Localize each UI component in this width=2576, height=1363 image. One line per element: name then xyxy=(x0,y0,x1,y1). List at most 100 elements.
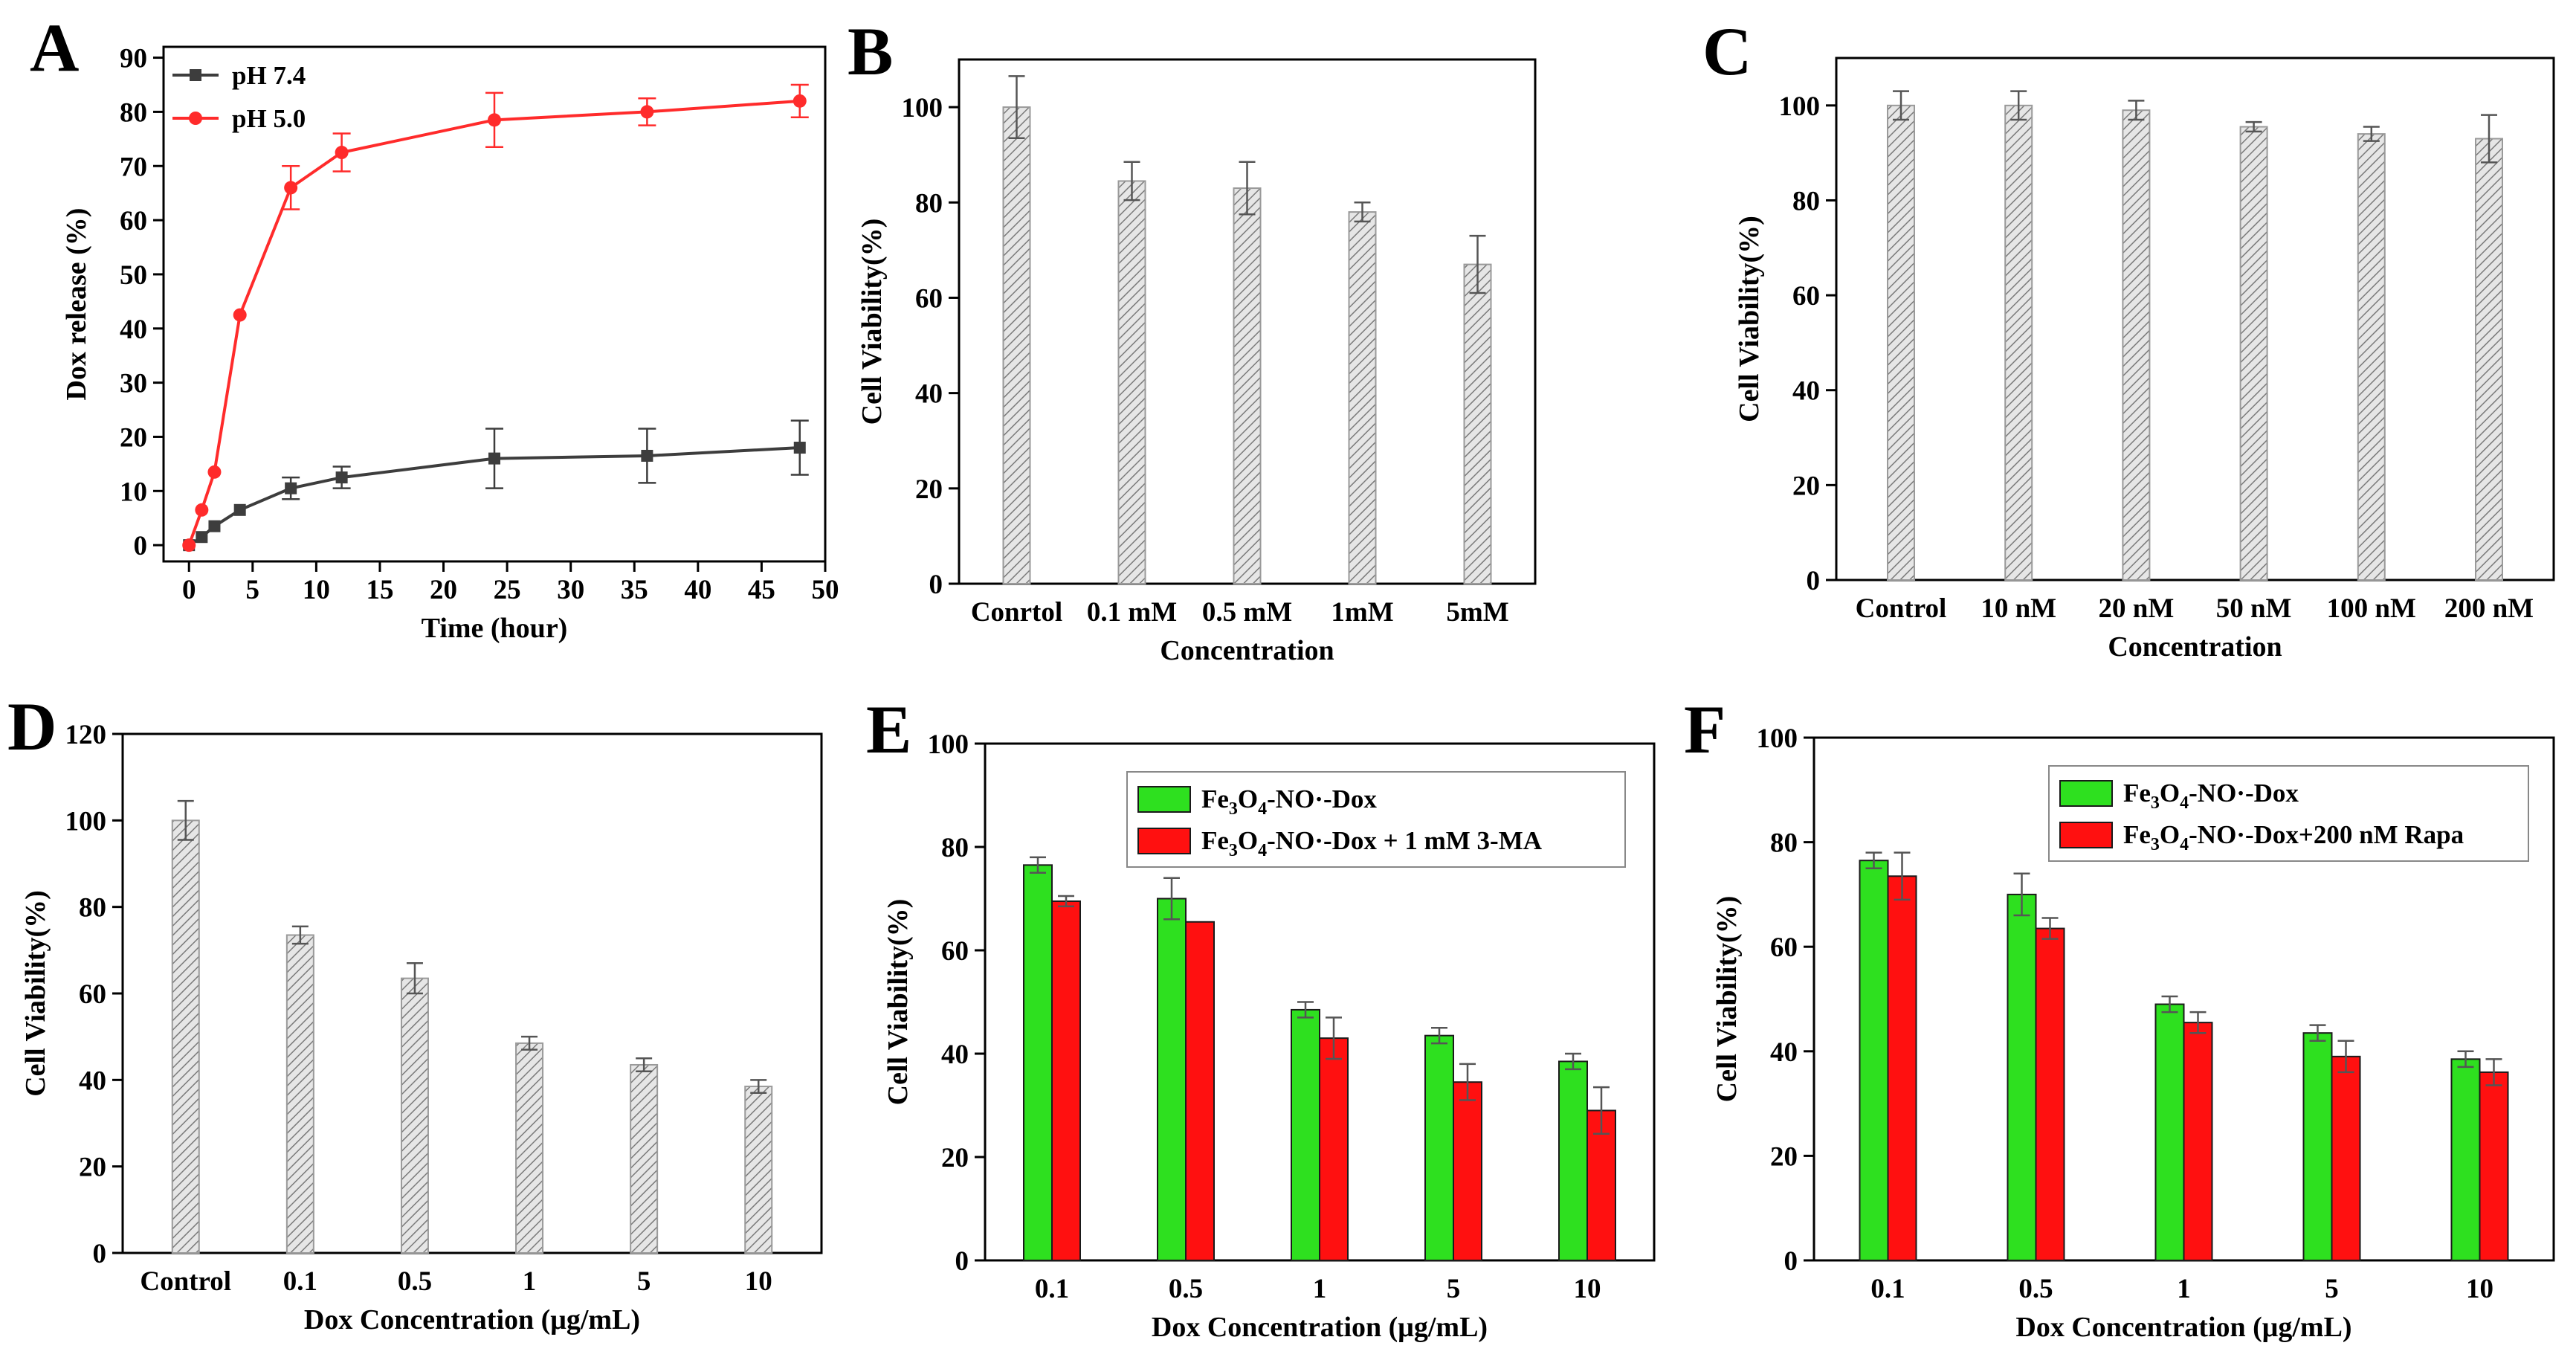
x-tick-label: 1mM xyxy=(1331,597,1393,628)
data-point xyxy=(488,113,501,127)
x-tick-label: 200 nM xyxy=(2444,593,2534,624)
x-tick-label: Control xyxy=(140,1266,231,1297)
bar xyxy=(400,977,429,1254)
data-point xyxy=(195,503,209,517)
bar xyxy=(1157,898,1187,1261)
bar xyxy=(2302,1032,2333,1261)
y-tick-label: 90 xyxy=(120,44,147,74)
x-tick-label: 30 xyxy=(557,575,584,605)
legend-label: Fe3O4-NO·-Dox+200 nM Rapa xyxy=(2123,820,2464,854)
y-tick-label: 60 xyxy=(1770,932,1798,963)
legend-marker xyxy=(190,69,201,81)
y-axis-label: Cell Viability(%) xyxy=(882,899,914,1106)
data-point xyxy=(285,482,297,494)
chart-panel-e: 0 20 40 60 80 100 Cell Viability(%) Dox Concent… xyxy=(866,692,1656,1343)
bar xyxy=(285,934,314,1254)
y-tick-label: 10 xyxy=(120,477,147,507)
data-point xyxy=(208,520,221,532)
data-point xyxy=(233,503,246,516)
data-point xyxy=(335,146,349,160)
x-tick-label: 0 xyxy=(182,575,196,605)
panel-letter: C xyxy=(1702,13,1752,89)
y-tick-label: 40 xyxy=(941,1040,969,1070)
x-axis-label: Concentration xyxy=(2108,631,2282,663)
x-tick-label: 10 nM xyxy=(1981,593,2056,624)
y-tick-label: 0 xyxy=(955,1246,969,1277)
bar xyxy=(2035,927,2065,1261)
bar xyxy=(2007,893,2037,1262)
legend-box xyxy=(1126,771,1626,868)
bar xyxy=(1023,864,1053,1261)
y-tick-label: 100 xyxy=(1757,724,1798,754)
y-tick-label: 0 xyxy=(929,570,943,600)
y-axis-label: Dox release (%) xyxy=(61,208,92,401)
x-axis-label: Dox Concentration (μg/mL) xyxy=(304,1304,640,1335)
bar xyxy=(1185,921,1215,1262)
x-tick-label: 5 xyxy=(637,1266,651,1297)
bar xyxy=(630,1063,659,1254)
x-tick-label: 45 xyxy=(748,575,775,605)
bar xyxy=(1051,900,1081,1261)
y-tick-label: 80 xyxy=(120,97,147,128)
bar xyxy=(1319,1037,1349,1262)
x-tick-label: 0.5 xyxy=(1169,1274,1203,1304)
x-axis-label: Dox Concentration (μg/mL) xyxy=(2015,1312,2351,1343)
bar xyxy=(1424,1034,1454,1262)
data-point xyxy=(793,442,806,454)
y-tick-label: 60 xyxy=(79,979,106,1010)
y-tick-label: 20 xyxy=(1770,1141,1798,1172)
x-tick-label: 5 xyxy=(2325,1274,2339,1304)
data-point xyxy=(207,465,222,479)
y-tick-label: 0 xyxy=(93,1239,107,1269)
bar xyxy=(1348,211,1377,584)
x-tick-label: 50 nM xyxy=(2216,593,2292,624)
data-point xyxy=(793,94,807,108)
chart-panel-f: 0 20 40 60 80 100 Cell Viability(%) Dox Concent… xyxy=(1684,692,2555,1343)
bar xyxy=(1463,263,1492,584)
y-tick-label: 0 xyxy=(134,531,148,561)
bar xyxy=(2474,138,2503,581)
x-tick-label: 10 xyxy=(745,1266,772,1297)
x-tick-label: 1 xyxy=(2177,1274,2191,1304)
bar xyxy=(1558,1060,1588,1262)
x-tick-label: 1 xyxy=(523,1266,537,1297)
bar xyxy=(2239,126,2268,581)
panel-letter: A xyxy=(30,10,79,86)
bar xyxy=(1453,1081,1482,1261)
x-tick-label: 25 xyxy=(494,575,521,605)
bar xyxy=(2183,1022,2213,1261)
legend-swatch xyxy=(1137,786,1191,813)
y-tick-label: 60 xyxy=(120,206,147,236)
plot-frame xyxy=(121,732,823,1254)
x-tick-label: 50 xyxy=(812,575,839,605)
x-tick-label: 1 xyxy=(1313,1274,1327,1304)
y-tick-label: 20 xyxy=(915,474,943,505)
y-tick-label: 80 xyxy=(915,188,943,219)
y-tick-label: 100 xyxy=(1779,91,1821,122)
panel-letter: D xyxy=(7,689,57,764)
data-point xyxy=(641,449,653,462)
x-tick-label: 5 xyxy=(246,575,260,605)
bar xyxy=(1233,187,1262,584)
bar xyxy=(1887,104,1916,581)
legend-swatch xyxy=(2059,780,2113,807)
legend-swatch xyxy=(2059,822,2113,848)
y-axis-label: Cell Viability(%) xyxy=(1711,896,1743,1103)
y-tick-label: 40 xyxy=(120,315,147,345)
bar xyxy=(2357,133,2386,581)
legend-label: Fe3O4-NO·-Dox + 1 mM 3-MA xyxy=(1201,826,1543,860)
y-tick-label: 30 xyxy=(120,369,147,399)
bar xyxy=(2154,1003,2185,1262)
data-point xyxy=(182,538,196,552)
x-tick-label: 100 nM xyxy=(2327,593,2416,624)
bar xyxy=(2122,109,2151,581)
panel-letter: E xyxy=(866,692,911,767)
x-tick-label: 0.5 xyxy=(2018,1274,2053,1304)
x-tick-label: 5 xyxy=(1447,1274,1461,1304)
y-tick-label: 60 xyxy=(915,283,943,314)
y-tick-label: 0 xyxy=(1807,566,1821,596)
plot-frame xyxy=(162,45,827,563)
bar xyxy=(1002,106,1031,585)
legend-label: Fe3O4-NO·-Dox xyxy=(2123,779,2299,813)
